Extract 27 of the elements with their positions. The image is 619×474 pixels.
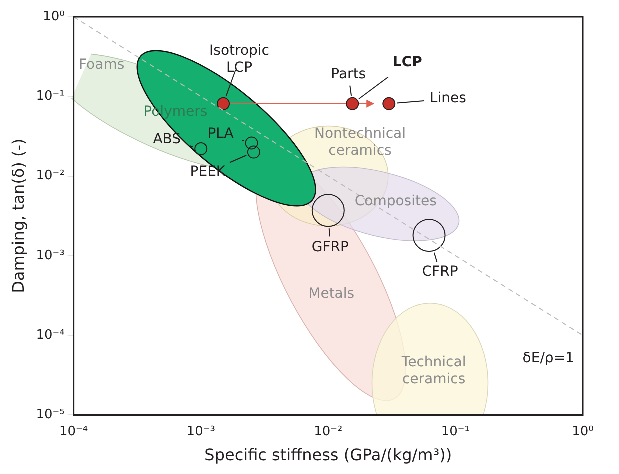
y-tick-label: 10⁰: [43, 9, 65, 24]
x-tick-label: 10⁻³: [186, 424, 216, 440]
y-tick-label: 10⁻¹: [36, 89, 65, 104]
annotation: GFRP: [312, 239, 349, 256]
y-tick-label: 10⁻⁴: [36, 328, 65, 343]
x-tick-label: 10⁻¹: [441, 424, 470, 440]
annotation: LCP: [392, 54, 422, 71]
y-tick-label: 10⁻³: [36, 248, 65, 264]
annotation: PLA: [208, 126, 234, 142]
annotation: Technical ceramics: [400, 354, 466, 388]
x-tick-label: 10⁻²: [314, 424, 343, 440]
annotation: CFRP: [422, 264, 458, 280]
x-axis-title: Specific stiffness (GPa/(kg/m³)): [204, 446, 452, 465]
annotation: Nontechnical ceramics: [314, 126, 406, 159]
y-axis-title: Damping, tan(δ) (-): [8, 138, 28, 294]
y-tick-label: 10⁻²: [36, 168, 65, 184]
annotation: ABS: [153, 132, 182, 148]
annotation: Isotropic LCP: [210, 43, 270, 76]
annotation: Composites: [354, 193, 437, 210]
x-tick-label: 10⁰: [572, 424, 594, 440]
annotation: δE/ρ=1: [522, 350, 574, 366]
annotation: Foams: [79, 57, 125, 74]
annotation: Lines: [430, 90, 466, 107]
y-tick-label: 10⁻⁵: [36, 408, 65, 423]
annotation: Parts: [331, 66, 366, 83]
x-tick-label: 10⁻⁴: [60, 424, 88, 440]
annotation: Metals: [308, 286, 355, 302]
